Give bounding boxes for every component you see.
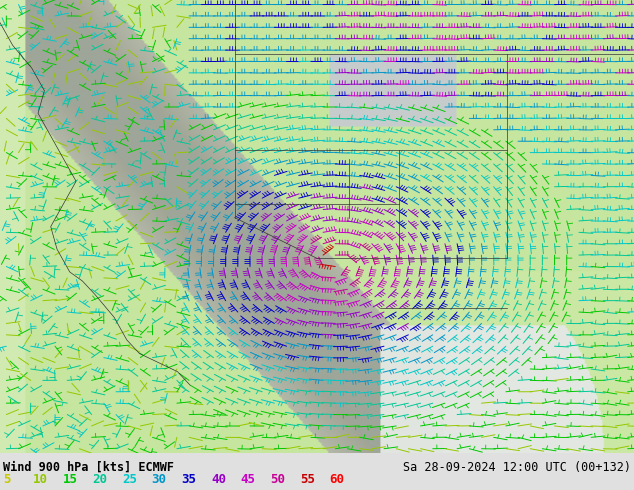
Text: 5: 5	[3, 473, 11, 486]
Text: 50: 50	[270, 473, 285, 486]
Text: 60: 60	[330, 473, 345, 486]
Text: 35: 35	[181, 473, 197, 486]
Text: 10: 10	[33, 473, 48, 486]
Text: 30: 30	[152, 473, 167, 486]
Text: 55: 55	[300, 473, 315, 486]
Text: 25: 25	[122, 473, 137, 486]
Text: 15: 15	[63, 473, 77, 486]
Text: 20: 20	[92, 473, 107, 486]
Text: 40: 40	[211, 473, 226, 486]
Text: 45: 45	[241, 473, 256, 486]
Text: Sa 28-09-2024 12:00 UTC (00+132): Sa 28-09-2024 12:00 UTC (00+132)	[403, 461, 631, 474]
Text: Wind 900 hPa [kts] ECMWF: Wind 900 hPa [kts] ECMWF	[3, 461, 174, 474]
